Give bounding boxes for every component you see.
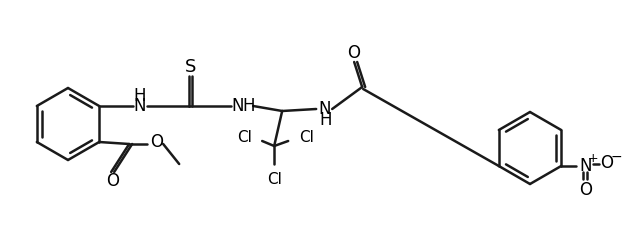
Text: Cl: Cl — [299, 130, 314, 146]
Text: O: O — [106, 172, 118, 190]
Text: +: + — [588, 152, 598, 164]
Text: O: O — [579, 181, 591, 199]
Text: N: N — [231, 97, 243, 115]
Text: Cl: Cl — [267, 173, 282, 187]
Text: H: H — [242, 97, 255, 115]
Text: O: O — [600, 154, 612, 172]
Text: S: S — [184, 58, 196, 76]
Text: N: N — [133, 97, 145, 115]
Text: O: O — [347, 44, 360, 62]
Text: −: − — [611, 150, 622, 164]
Text: O: O — [150, 133, 163, 151]
Text: Cl: Cl — [237, 130, 252, 146]
Text: H: H — [319, 111, 332, 129]
Text: N: N — [579, 157, 591, 175]
Text: N: N — [318, 100, 330, 118]
Text: H: H — [133, 87, 145, 105]
